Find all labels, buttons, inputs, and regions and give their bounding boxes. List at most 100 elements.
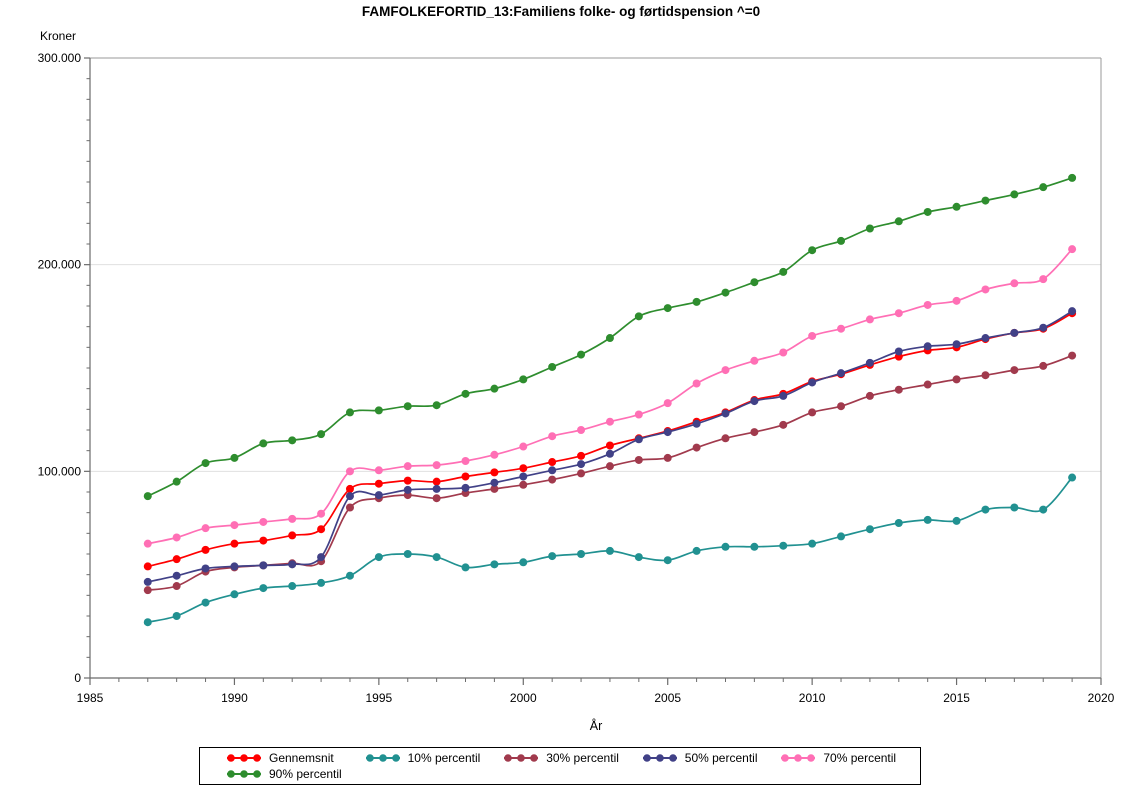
data-point [837, 236, 846, 245]
data-point [490, 560, 499, 569]
data-point [577, 350, 586, 359]
x-axis-title: År [589, 719, 603, 733]
data-point [779, 541, 788, 550]
chart-title: FAMFOLKEFORTID_13:Familiens folke- og fø… [361, 4, 761, 19]
data-point [317, 509, 326, 518]
legend-item-10-percentil: 10% percentil [365, 751, 505, 765]
y-axis: 0 100.000 200.000 300.000 [38, 51, 91, 685]
series-30-percentil-line [146, 354, 1073, 592]
data-point [403, 462, 412, 471]
series-50-percentil [143, 307, 1077, 586]
data-point [865, 224, 874, 233]
data-point [663, 399, 672, 408]
data-point [721, 409, 730, 418]
data-point [923, 342, 932, 351]
data-point [403, 485, 412, 494]
data-point [490, 484, 499, 493]
data-point [490, 468, 499, 477]
data-point [981, 334, 990, 343]
data-point [1039, 505, 1048, 514]
series-30-percentil [143, 351, 1077, 595]
data-point [808, 331, 817, 340]
data-point [721, 542, 730, 551]
data-point [577, 451, 586, 460]
data-point [461, 472, 470, 481]
data-point [779, 348, 788, 357]
data-point [923, 380, 932, 389]
data-point [374, 466, 383, 475]
x-tick-label: 2015 [943, 691, 970, 705]
y-tick-label: 300.000 [38, 51, 82, 65]
data-point [432, 401, 441, 410]
data-point [432, 484, 441, 493]
data-point [317, 553, 326, 562]
x-tick-label: 2020 [1088, 691, 1115, 705]
data-point [808, 408, 817, 417]
data-point [721, 288, 730, 297]
data-point [923, 207, 932, 216]
data-point [808, 378, 817, 387]
data-point [981, 196, 990, 205]
data-point [808, 539, 817, 548]
data-point [201, 459, 210, 468]
legend: Gennemsnit 10% percentil 30% percentil 50% … [199, 747, 921, 785]
x-tick-label: 2010 [799, 691, 826, 705]
legend-item-90-percentil: 90% percentil [227, 767, 369, 781]
x-tick-label: 2005 [654, 691, 681, 705]
series-10-percentil [143, 473, 1077, 627]
data-point [981, 285, 990, 294]
data-point [577, 469, 586, 478]
data-point [663, 556, 672, 565]
data-point [605, 449, 614, 458]
data-point [548, 466, 557, 475]
data-point [1039, 183, 1048, 192]
data-point [894, 309, 903, 318]
data-point [519, 480, 528, 489]
data-point [288, 514, 297, 523]
series-70-percentil-line [146, 248, 1073, 545]
legend-series-marker-icon [227, 770, 261, 778]
data-point [230, 562, 239, 571]
data-point [692, 443, 701, 452]
data-point [461, 457, 470, 465]
legend-row: 90% percentil [227, 766, 920, 782]
data-point [692, 379, 701, 388]
data-point [374, 491, 383, 500]
data-point [143, 492, 152, 501]
data-point [1010, 366, 1019, 375]
series-gennemsnit-line [146, 312, 1073, 568]
legend-item-label: 30% percentil [546, 751, 619, 765]
x-tick-label: 1990 [221, 691, 248, 705]
data-point [490, 384, 499, 393]
data-point [721, 366, 730, 375]
data-point [837, 532, 846, 541]
data-point [865, 391, 874, 400]
data-point [952, 202, 961, 211]
data-point [143, 586, 152, 595]
data-point [952, 296, 961, 305]
data-point [692, 297, 701, 306]
data-point [143, 539, 152, 548]
legend-series-marker-icon [781, 754, 816, 762]
data-point [345, 408, 354, 417]
data-point [288, 531, 297, 540]
data-point [952, 375, 961, 384]
data-point [923, 300, 932, 309]
legend-item-label: Gennemsnit [269, 751, 334, 765]
data-point [605, 546, 614, 555]
x-tick-label: 1995 [366, 691, 393, 705]
legend-item-gennemsnit: Gennemsnit [227, 751, 366, 765]
data-point [663, 428, 672, 437]
y-axis-title: Kroner [40, 29, 77, 43]
data-point [634, 553, 643, 562]
data-point [288, 436, 297, 445]
data-point [750, 428, 759, 437]
legend-item-70-percentil: 70% percentil [781, 751, 920, 765]
legend-item-label: 90% percentil [269, 767, 342, 781]
data-point [577, 460, 586, 469]
y-tick-label: 200.000 [38, 258, 82, 272]
data-point [374, 406, 383, 415]
plot-area: 0 100.000 200.000 300.000 1985 1990 1995 2000 20… [38, 51, 1115, 705]
data-point [894, 519, 903, 527]
data-point [750, 397, 759, 406]
